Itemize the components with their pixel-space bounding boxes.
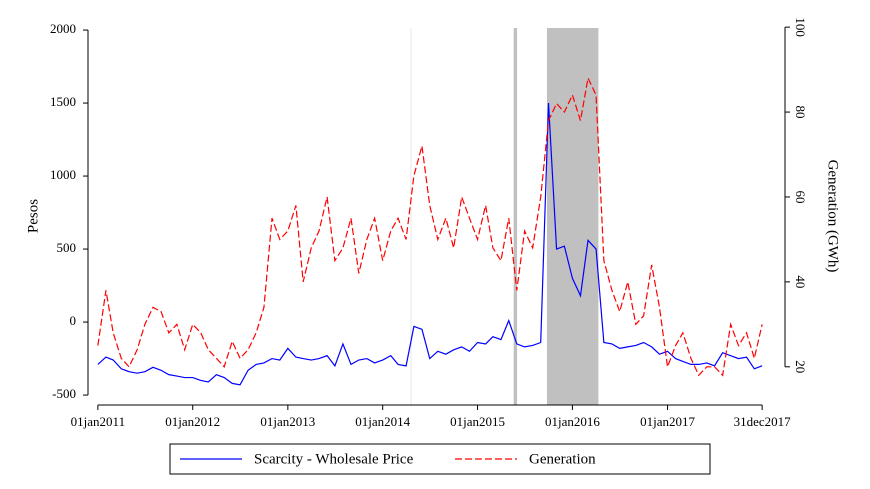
- y2-tick-label: 100: [793, 17, 808, 37]
- x-tick-label: 31dec2017: [734, 414, 792, 429]
- x-tick-label: 01jan2017: [640, 414, 695, 429]
- x-tick-label: 01jan2014: [355, 414, 410, 429]
- legend-label: Scarcity - Wholesale Price: [254, 451, 414, 467]
- y-tick-label: 2000: [50, 21, 76, 36]
- y2-axis-label: Generation (GWh): [825, 160, 841, 273]
- y2-tick-label: 20: [793, 360, 808, 373]
- x-tick-label: 01jan2015: [450, 414, 505, 429]
- legend: Scarcity - Wholesale Price Generation: [169, 443, 711, 475]
- series-line: [97, 76, 763, 377]
- y2-tick-label: 40: [793, 275, 808, 288]
- y-tick-label: 500: [57, 240, 77, 255]
- x-tick-label: 01jan2011: [71, 414, 125, 429]
- y2-tick-label: 80: [793, 106, 808, 119]
- y-tick-label: -500: [52, 386, 76, 401]
- x-tick-label: 01jan2013: [260, 414, 315, 429]
- shaded-region: [546, 28, 599, 405]
- x-tick-label: 01jan2012: [165, 414, 220, 429]
- legend-box: [169, 443, 711, 475]
- y-axis-label: Pesos: [25, 199, 41, 233]
- x-tick-label: 01jan2016: [545, 414, 600, 429]
- shaded-region: [513, 28, 518, 405]
- y-tick-label: 0: [70, 313, 77, 328]
- y-tick-label: 1500: [50, 94, 76, 109]
- y-tick-label: 1000: [50, 167, 76, 182]
- series-line: [97, 103, 763, 386]
- y2-tick-label: 60: [793, 190, 808, 203]
- legend-label: Generation: [529, 451, 596, 467]
- shaded-region: [410, 28, 412, 405]
